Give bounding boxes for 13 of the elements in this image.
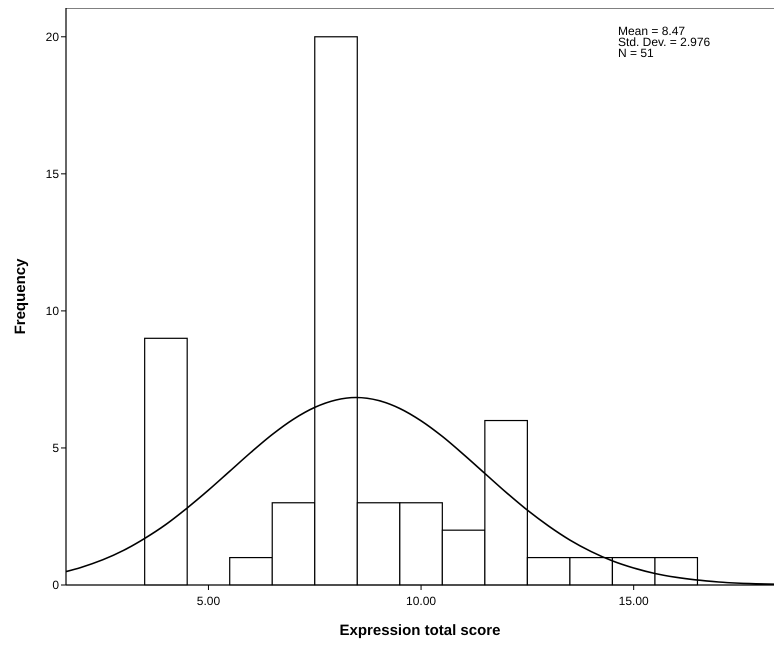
- y-tick-label: 0: [52, 578, 60, 592]
- x-axis-title: Expression total score: [340, 622, 500, 639]
- annotation: N = 51: [618, 46, 654, 60]
- x-tick-label: 5.00: [196, 594, 220, 608]
- x-tick-label: 15.00: [618, 594, 650, 608]
- x-tick-label: 10.00: [406, 594, 436, 608]
- y-tick-label: 15: [46, 167, 60, 182]
- y-axis-title: Frequency: [12, 258, 29, 334]
- annotation: Mean = 8.47: [618, 24, 686, 38]
- annotation: Std. Dev. = 2.976: [618, 35, 710, 49]
- y-tick-label: 5: [52, 441, 60, 456]
- y-tick-label: 20: [46, 30, 60, 44]
- y-tick-label: 10: [46, 304, 60, 318]
